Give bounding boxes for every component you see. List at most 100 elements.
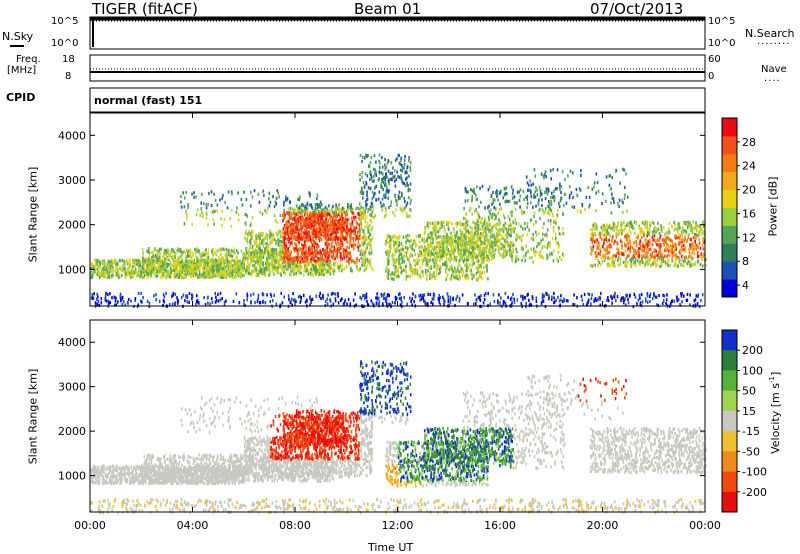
power-echo-cell: [393, 234, 395, 238]
power-echo-cell: [169, 261, 172, 265]
power-echo-cell: [360, 227, 363, 231]
power-echo-cell: [439, 251, 442, 256]
power-echo-cell: [271, 269, 274, 273]
power-echo-cell: [103, 271, 105, 275]
power-echo-cell: [266, 258, 268, 262]
power-echo-cell: [260, 232, 262, 236]
power-echo-cell: [512, 188, 514, 192]
power-echo-cell: [186, 254, 189, 259]
power-echo-cell: [124, 267, 126, 271]
power-echo-cell: [344, 216, 347, 220]
power-echo-cell: [196, 259, 199, 263]
power-echo-cell: [326, 224, 329, 228]
power-echo-cell: [388, 178, 390, 182]
power-echo-cell: [332, 225, 334, 229]
freq-label-line2: [MHz]: [7, 65, 37, 76]
power-echo-cell: [404, 155, 406, 159]
power-echo-cell: [267, 252, 270, 257]
power-echo-cell: [343, 225, 345, 229]
power-echo-cell: [331, 236, 333, 240]
power-echo-cell: [162, 261, 164, 265]
power-echo-cell: [337, 240, 339, 244]
power-echo-cell: [374, 214, 377, 218]
power-echo-cell: [283, 208, 285, 212]
power-echo-cell: [217, 269, 219, 273]
power-echo-cell: [436, 242, 439, 247]
power-echo-cell: [308, 232, 311, 236]
power-echo-cell: [224, 272, 226, 276]
power-echo-cell: [463, 226, 465, 230]
power-echo-cell: [311, 256, 314, 261]
power-echo-cell: [250, 272, 253, 276]
power-echo-cell: [351, 221, 353, 225]
power-echo-cell: [387, 272, 390, 276]
power-echo-cell: [180, 272, 183, 276]
power-echo-cell: [426, 262, 429, 266]
power-echo-cell: [423, 237, 425, 241]
power-echo-cell: [213, 260, 215, 264]
power-echo-cell: [238, 262, 241, 267]
power-echo-cell: [152, 250, 154, 254]
power-echo-cell: [297, 238, 300, 242]
power-echo-cell: [265, 266, 267, 270]
power-echo-cell: [357, 206, 360, 210]
power-echo-cell: [306, 238, 308, 242]
power-echo-cell: [310, 245, 313, 250]
power-echo-cell: [280, 230, 283, 234]
power-echo-cell: [459, 228, 462, 232]
power-echo-cell: [212, 253, 214, 257]
power-echo-cell: [247, 264, 249, 268]
power-echo-cell: [386, 162, 389, 166]
power-echo-cell: [334, 256, 337, 260]
power-echo-cell: [462, 269, 464, 273]
power-echo-cell: [461, 267, 463, 271]
power-echo-cell: [160, 258, 162, 262]
power-echo-cell: [491, 241, 493, 245]
power-echo-cell: [342, 219, 345, 223]
power-echo-cell: [157, 270, 160, 274]
power-echo-cell: [398, 234, 401, 238]
power-echo-cell: [498, 231, 500, 235]
power-echo-cell: [364, 184, 366, 188]
power-echo-cell: [443, 262, 445, 267]
power-echo-cell: [405, 251, 408, 255]
power-echo-cell: [314, 206, 317, 210]
power-echo-cell: [499, 253, 501, 257]
power-echo-cell: [321, 253, 324, 257]
power-echo-cell: [192, 269, 194, 273]
power-echo-cell: [291, 217, 294, 221]
chart-title: TIGER (fitACF): [92, 0, 199, 18]
power-echo-cell: [174, 252, 177, 256]
power-echo-cell: [383, 183, 386, 187]
power-echo-cell: [359, 190, 362, 194]
power-echo-cell: [222, 256, 225, 260]
nsky-tick-bottom: 10^0: [51, 38, 79, 49]
power-echo-cell: [406, 201, 409, 205]
power-echo-cell: [180, 255, 182, 259]
power-echo-cell: [271, 263, 274, 267]
power-echo-cell: [453, 258, 455, 262]
power-echo-cell: [108, 270, 111, 275]
power-echo-cell: [451, 234, 453, 238]
power-echo-cell: [402, 248, 404, 252]
power-echo-cell: [486, 246, 488, 250]
power-echo-cell: [406, 166, 408, 170]
power-echo-cell: [294, 229, 296, 233]
power-echo-cell: [352, 247, 355, 251]
power-echo-cell: [349, 235, 351, 239]
power-echo-cell: [302, 259, 305, 264]
power-echo-cell: [268, 264, 271, 268]
power-echo-cell: [288, 237, 291, 241]
power-echo-cell: [460, 246, 463, 250]
power-echo-cell: [299, 224, 302, 228]
power-echo-cell: [308, 203, 311, 207]
power-echo-cell: [455, 240, 457, 244]
power-echo-cell: [272, 238, 274, 242]
power-echo-cell: [335, 243, 338, 247]
power-echo-cell: [332, 222, 335, 226]
power-echo-cell: [163, 253, 165, 257]
power-echo-cell: [227, 270, 229, 274]
power-echo-cell: [406, 176, 408, 180]
power-echo-cell: [203, 271, 205, 275]
power-echo-cell: [155, 274, 158, 278]
